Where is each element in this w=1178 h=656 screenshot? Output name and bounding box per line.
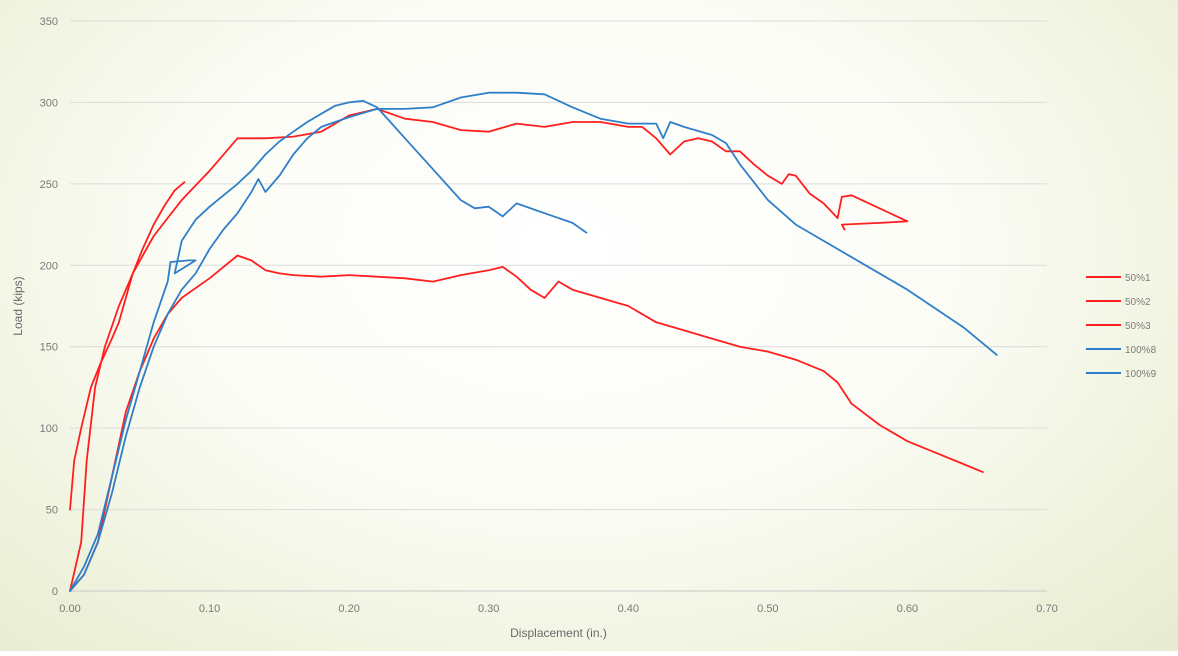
x-tick-label: 0.20: [338, 603, 359, 615]
series-line-2: [69, 108, 909, 592]
legend-label: 50%3: [1125, 321, 1151, 332]
x-axis-title: Displacement (in.): [510, 626, 607, 640]
x-axis-ticks: 0.00 0.10 0.20 0.30 0.40 0.50 0.60 0.70: [59, 603, 1057, 615]
series-line-1: [69, 181, 186, 511]
x-tick-label: 0.50: [757, 603, 778, 615]
y-axis-title: Load (kips): [11, 276, 25, 335]
legend: 50%1 50%2 50%3 100%8 100%9: [1086, 273, 1157, 380]
legend-label: 100%8: [1125, 345, 1157, 356]
y-tick-label: 200: [40, 260, 58, 272]
series-layer: [69, 91, 998, 592]
y-tick-label: 250: [40, 179, 58, 191]
y-axis-ticks: 0 50 100 150 200 250 300 350: [40, 16, 58, 598]
y-tick-label: 0: [52, 586, 58, 598]
legend-label: 100%9: [1125, 369, 1157, 380]
y-tick-label: 300: [40, 97, 58, 109]
x-tick-label: 0.70: [1036, 603, 1057, 615]
y-tick-label: 50: [46, 505, 58, 517]
y-tick-label: 150: [40, 342, 58, 354]
x-tick-label: 0.00: [59, 603, 80, 615]
y-tick-label: 350: [40, 16, 58, 28]
x-tick-label: 0.40: [618, 603, 639, 615]
y-tick-label: 100: [40, 423, 58, 435]
series-line-3: [69, 254, 984, 592]
series-line-4: [69, 91, 998, 592]
legend-label: 50%1: [1125, 273, 1151, 284]
x-tick-label: 0.30: [478, 603, 499, 615]
series-line-5: [69, 99, 588, 592]
x-tick-label: 0.60: [897, 603, 918, 615]
gridlines: [70, 20, 1047, 511]
legend-label: 50%2: [1125, 297, 1151, 308]
x-tick-label: 0.10: [199, 603, 220, 615]
